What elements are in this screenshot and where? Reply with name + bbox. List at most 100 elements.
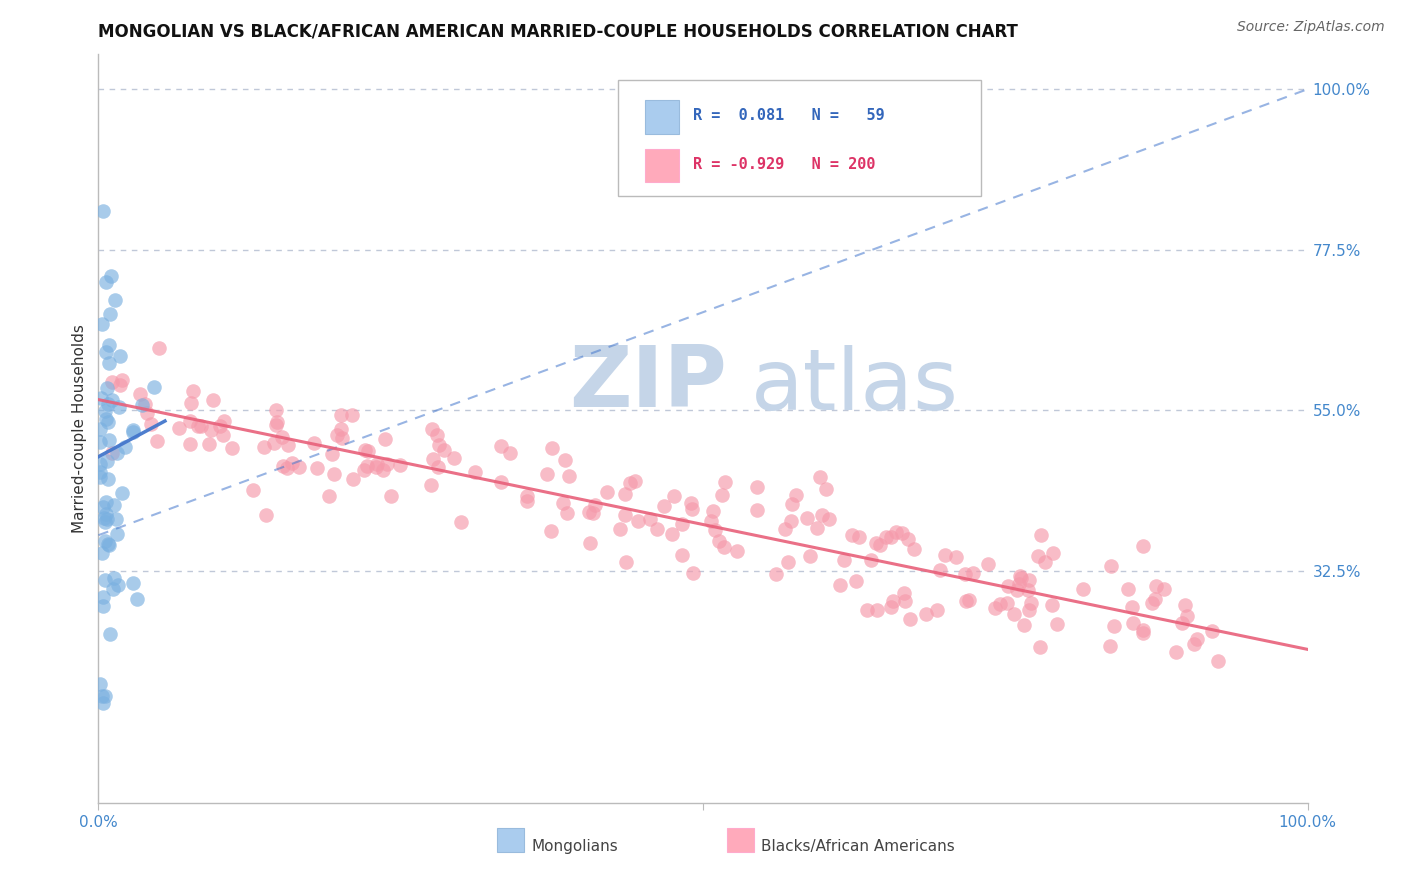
Point (652, 499, 675, 513)
Text: Source: ZipAtlas.com: Source: ZipAtlas.com (1237, 20, 1385, 34)
Point (167, 421, 190, 435)
Point (1042, 546, 1064, 560)
Point (288, 460, 311, 475)
Point (253, 440, 276, 454)
FancyBboxPatch shape (619, 79, 981, 196)
Point (273, 458, 295, 473)
Point (1014, 617, 1036, 632)
Point (366, 457, 388, 471)
Text: R = -0.929   N = 200: R = -0.929 N = 200 (693, 157, 876, 172)
Point (94, 275, 117, 289)
Point (105, 446, 128, 460)
Point (799, 549, 821, 563)
Point (1201, 624, 1223, 638)
Point (281, 456, 304, 470)
Point (108, 349, 131, 363)
Point (818, 512, 841, 526)
Point (186, 419, 208, 434)
Point (104, 293, 127, 308)
Point (342, 408, 364, 422)
Point (1010, 571, 1032, 585)
Point (499, 446, 522, 460)
Point (1132, 626, 1154, 640)
Point (1002, 607, 1025, 621)
Point (103, 498, 125, 512)
Point (94, 345, 117, 359)
Point (93, 511, 115, 525)
Point (1007, 582, 1029, 597)
Point (995, 596, 1018, 610)
Point (91, 696, 114, 710)
Point (353, 463, 375, 477)
Point (664, 489, 686, 503)
Point (302, 436, 325, 450)
Point (198, 437, 221, 451)
Point (1132, 539, 1154, 553)
Point (1182, 637, 1205, 651)
Point (101, 376, 124, 390)
Point (354, 442, 377, 457)
Point (94, 534, 117, 549)
Point (209, 419, 232, 434)
FancyBboxPatch shape (645, 100, 679, 134)
Point (1019, 596, 1042, 610)
Point (98, 307, 121, 321)
Text: Mongolians: Mongolians (531, 838, 619, 854)
Point (264, 418, 287, 433)
Point (93, 590, 115, 604)
Point (96, 412, 118, 426)
Point (540, 441, 562, 455)
Point (97, 338, 120, 352)
Point (841, 528, 863, 542)
Point (136, 406, 159, 420)
Point (856, 603, 879, 617)
Point (578, 505, 600, 519)
Point (988, 597, 1011, 611)
Point (897, 532, 920, 546)
Point (141, 417, 163, 431)
Point (374, 432, 396, 446)
Point (1121, 600, 1143, 615)
Point (516, 489, 538, 503)
Point (96, 454, 118, 468)
Point (1029, 640, 1052, 655)
Point (1098, 639, 1121, 653)
Point (609, 522, 631, 536)
Point (880, 530, 903, 544)
Point (1099, 558, 1122, 573)
Point (100, 392, 122, 407)
Point (640, 512, 662, 526)
Point (96, 495, 118, 509)
Point (711, 488, 734, 502)
Point (702, 504, 724, 518)
Point (645, 522, 668, 536)
Point (1144, 579, 1167, 593)
Point (105, 527, 128, 541)
Point (1033, 555, 1056, 569)
Point (848, 530, 870, 544)
Point (962, 566, 984, 580)
Point (98, 433, 121, 447)
Point (105, 512, 128, 526)
Point (94, 515, 117, 529)
Point (1174, 599, 1197, 613)
Point (614, 555, 637, 569)
Point (388, 458, 411, 473)
Point (101, 445, 124, 459)
Point (211, 428, 233, 442)
Point (201, 392, 224, 407)
Point (1008, 577, 1031, 591)
Point (745, 503, 768, 517)
Point (464, 465, 486, 479)
Point (98, 538, 121, 552)
Point (108, 377, 131, 392)
Point (927, 603, 949, 617)
Point (811, 508, 834, 522)
Point (957, 593, 980, 607)
Point (884, 525, 907, 540)
Point (782, 497, 804, 511)
Point (898, 612, 921, 626)
Point (1122, 616, 1144, 631)
Text: atlas: atlas (751, 345, 959, 428)
Point (131, 398, 153, 412)
